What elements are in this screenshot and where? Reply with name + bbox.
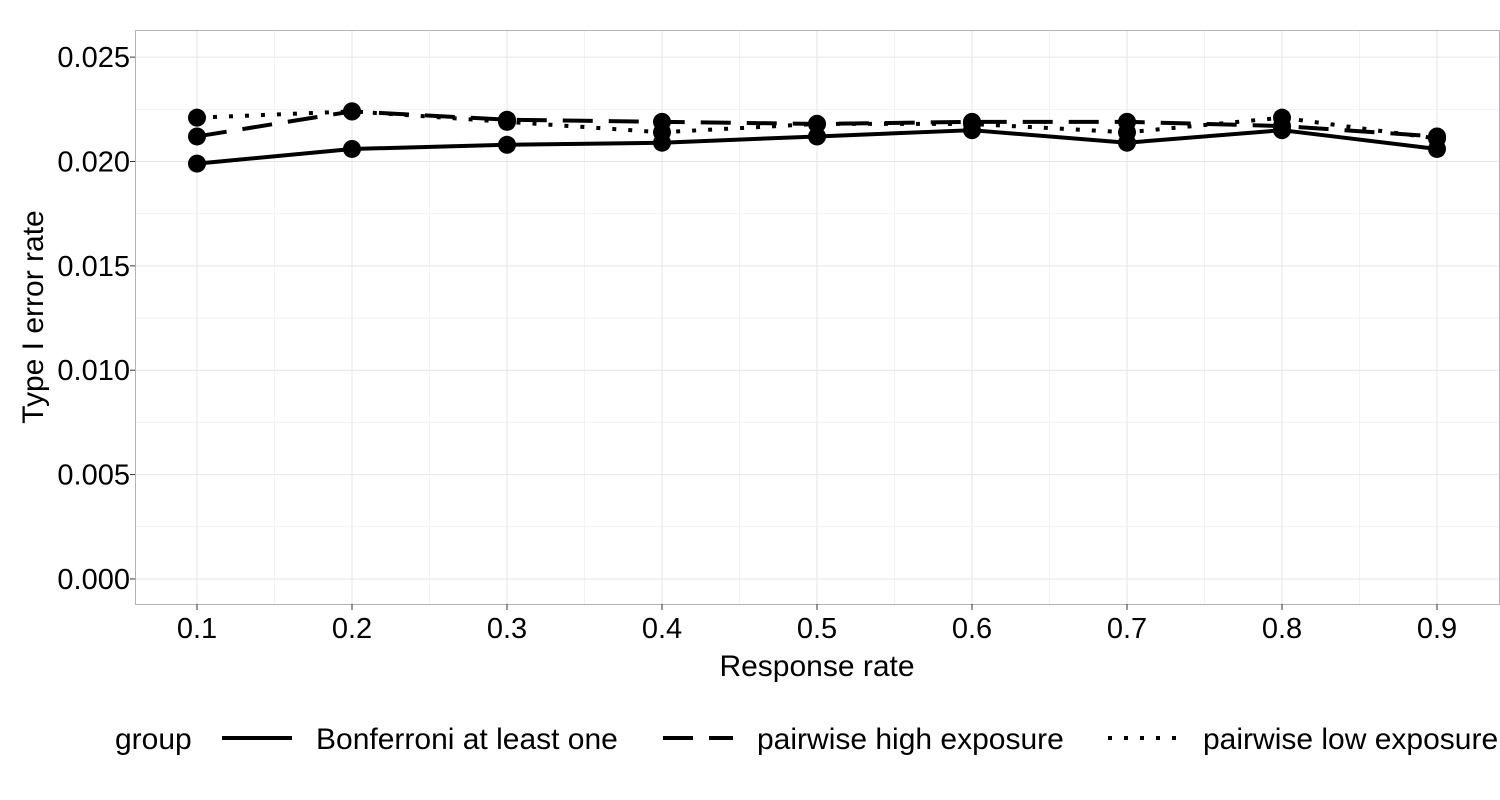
x-tick-label: 0.4 bbox=[642, 613, 682, 645]
legend-label: Bonferroni at least one bbox=[316, 723, 618, 756]
data-point bbox=[498, 135, 516, 154]
x-tick-label: 0.6 bbox=[952, 613, 992, 645]
x-tick-label: 0.2 bbox=[332, 613, 372, 645]
x-tick-label: 0.3 bbox=[487, 613, 527, 645]
data-point bbox=[1273, 108, 1291, 127]
data-point bbox=[808, 114, 826, 133]
data-point bbox=[808, 127, 826, 146]
y-axis-title: Type I error rate bbox=[17, 210, 50, 423]
y-tick-label: 0.010 bbox=[57, 355, 130, 387]
y-tick-label: 0.025 bbox=[57, 42, 130, 74]
y-tick-label: 0.015 bbox=[57, 251, 130, 283]
legend: group Bonferroni at least one pairwise hi… bbox=[115, 723, 1498, 756]
x-tick-label: 0.7 bbox=[1107, 613, 1147, 645]
y-tick-label: 0.000 bbox=[57, 564, 130, 596]
data-point bbox=[188, 127, 206, 146]
legend-label: pairwise low exposure bbox=[1203, 723, 1498, 756]
x-tick-label: 0.8 bbox=[1262, 613, 1302, 645]
x-tick-label: 0.9 bbox=[1417, 613, 1457, 645]
data-point bbox=[963, 114, 981, 133]
y-axis-ticks: 0.000 0.005 0.010 0.015 0.020 0.025 bbox=[57, 42, 135, 596]
x-tick-label: 0.5 bbox=[797, 613, 837, 645]
legend-label: pairwise high exposure bbox=[757, 723, 1064, 756]
data-point bbox=[343, 139, 361, 158]
x-axis-title: Response rate bbox=[719, 650, 914, 683]
x-axis-ticks: 0.1 0.2 0.3 0.4 0.5 0.6 0.7 0.8 0.9 bbox=[177, 604, 1457, 645]
data-point bbox=[188, 108, 206, 127]
x-tick-label: 0.1 bbox=[177, 613, 217, 645]
data-point bbox=[1428, 129, 1446, 148]
data-point bbox=[343, 102, 361, 121]
major-grid bbox=[135, 30, 1499, 604]
y-tick-label: 0.020 bbox=[57, 146, 130, 178]
legend-title: group bbox=[115, 723, 192, 756]
series-points bbox=[188, 102, 1446, 173]
data-point bbox=[498, 112, 516, 131]
data-point bbox=[188, 154, 206, 173]
data-point bbox=[653, 123, 671, 142]
y-tick-label: 0.005 bbox=[57, 460, 130, 492]
data-point bbox=[1118, 123, 1136, 142]
